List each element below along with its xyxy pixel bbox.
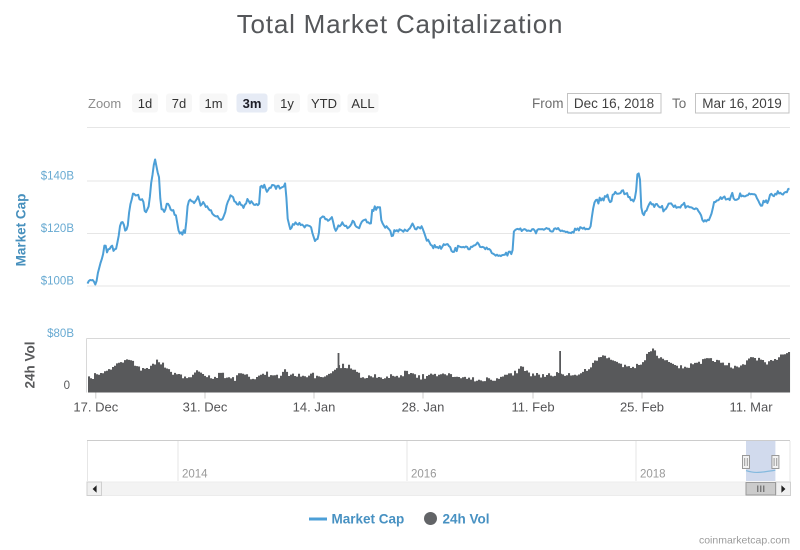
svg-text:1d: 1d xyxy=(138,96,152,111)
svg-text:Market Cap: Market Cap xyxy=(332,512,405,527)
svg-text:$120B: $120B xyxy=(41,223,75,235)
svg-text:coinmarketcap.com: coinmarketcap.com xyxy=(699,535,790,547)
svg-text:28. Jan: 28. Jan xyxy=(402,400,445,415)
svg-text:25. Feb: 25. Feb xyxy=(620,400,664,415)
svg-text:11. Feb: 11. Feb xyxy=(511,400,554,415)
svg-text:$140B: $140B xyxy=(41,171,75,183)
svg-text:$80B: $80B xyxy=(47,328,74,340)
svg-text:17. Dec: 17. Dec xyxy=(73,400,118,415)
svg-text:31. Dec: 31. Dec xyxy=(183,400,228,415)
svg-text:Zoom: Zoom xyxy=(88,96,121,111)
svg-text:$100B: $100B xyxy=(41,276,75,288)
svg-text:1m: 1m xyxy=(204,96,222,111)
svg-text:1y: 1y xyxy=(280,96,294,111)
svg-text:Market Cap: Market Cap xyxy=(14,194,29,267)
svg-text:24h Vol: 24h Vol xyxy=(443,512,490,527)
svg-text:14. Jan: 14. Jan xyxy=(293,400,336,415)
svg-text:7d: 7d xyxy=(172,96,186,111)
svg-text:24h Vol: 24h Vol xyxy=(23,341,38,388)
svg-text:Dec 16, 2018: Dec 16, 2018 xyxy=(574,96,654,111)
svg-text:11. Mar: 11. Mar xyxy=(729,400,773,415)
svg-text:To: To xyxy=(672,96,686,111)
svg-text:2014: 2014 xyxy=(182,469,208,481)
svg-text:ALL: ALL xyxy=(351,96,374,111)
svg-text:0: 0 xyxy=(64,380,70,392)
svg-text:2018: 2018 xyxy=(640,469,666,481)
svg-text:From: From xyxy=(532,96,564,111)
svg-text:Mar 16, 2019: Mar 16, 2019 xyxy=(702,96,782,111)
svg-text:3m: 3m xyxy=(243,96,262,111)
svg-text:Total Market Capitalization: Total Market Capitalization xyxy=(237,9,564,39)
svg-text:YTD: YTD xyxy=(311,96,337,111)
svg-text:2016: 2016 xyxy=(411,469,437,481)
